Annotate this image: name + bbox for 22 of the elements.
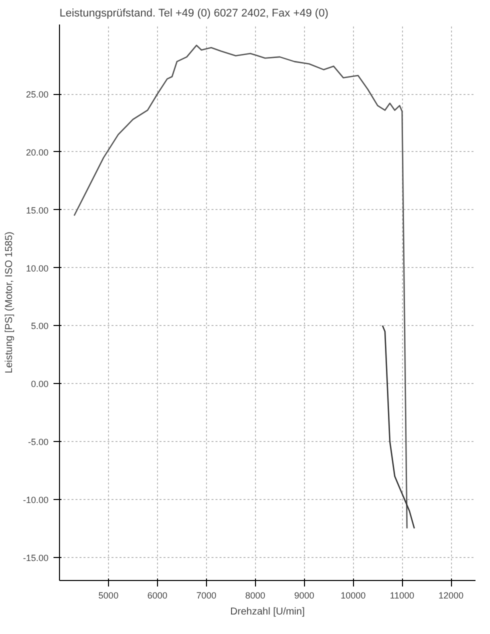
y-tick-label: 15.00 [26,205,49,216]
line-series [74,44,408,530]
y-tick-label: 0.00 [30,379,49,390]
x-tick-label: 9000 [294,590,314,600]
y-axis-title: Leistung [PS] (Motor, ISO 1585) [4,232,15,374]
x-axis-title: Drehzahl [U/min] [230,606,305,618]
x-tick-label: 5000 [98,590,118,600]
x-tick-label: 7000 [196,590,216,600]
chart-title: Leistungsprüfstand. Tel +49 (0) 6027 2402, Fax +49 (0) [60,8,328,20]
y-tick-label: 20.00 [26,147,49,158]
x-tick-label: 8000 [245,590,266,600]
y-tick-label: 10.00 [26,263,49,274]
x-tick-label: 11000 [390,590,414,600]
y-tick-label: 25.00 [26,90,49,100]
y-tick-label: -5.00 [28,437,48,447]
y-tick-label: -10.00 [22,494,49,505]
x-tick-label: 10000 [340,590,366,600]
x-tick-label: 12000 [438,590,464,600]
y-tick-label: -15.00 [22,552,49,563]
y-tick-label: 5.00 [30,321,49,332]
line-series [382,325,415,530]
x-tick-label: 6000 [147,590,168,600]
